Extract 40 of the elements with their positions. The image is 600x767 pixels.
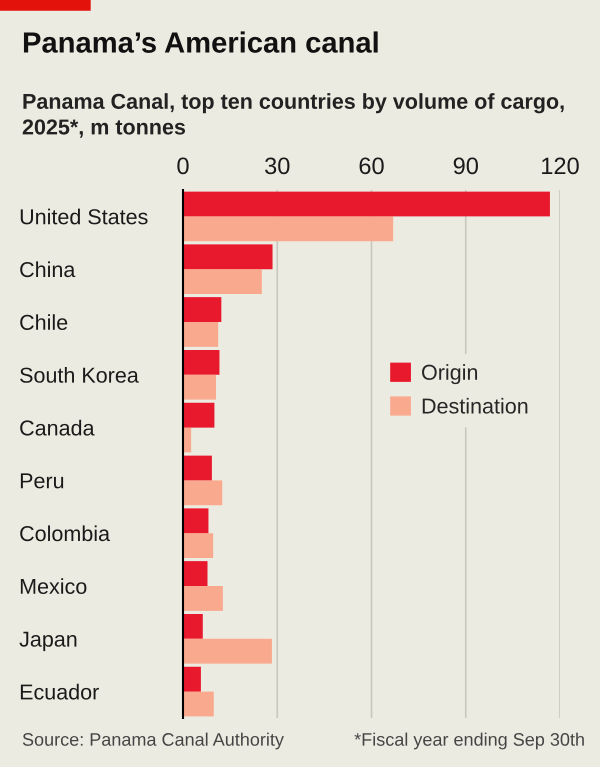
bar <box>183 533 214 558</box>
bar <box>183 561 208 586</box>
bar <box>183 614 203 639</box>
source-note: Source: Panama Canal Authority <box>22 732 284 750</box>
y-tick-label: Japan <box>19 632 76 652</box>
y-tick-label: Canada <box>20 420 95 436</box>
legend-label: Origin <box>422 364 478 384</box>
bar <box>183 297 222 322</box>
bar <box>183 692 214 716</box>
x-tick-label: 90 <box>454 158 478 174</box>
bar <box>183 374 216 400</box>
bar <box>183 638 272 664</box>
y-tick-label: Chile <box>20 314 68 330</box>
chart-subtitle: Panama Canal, top ten countries by volume of cargo, 2025*, m tonnes <box>22 93 564 138</box>
bar <box>183 586 223 611</box>
bar <box>183 402 214 428</box>
y-tick-label: Ecuador <box>20 684 99 700</box>
y-tick-label: United States <box>20 208 148 224</box>
legend-label: Destination <box>422 398 528 414</box>
y-tick-label: Mexico <box>20 578 86 594</box>
y-tick-label: Peru <box>20 473 64 488</box>
bar <box>183 456 212 480</box>
bar <box>183 216 394 242</box>
bar <box>183 480 222 506</box>
text: *Fiscal year ending Sep 30th <box>354 732 584 750</box>
chart-title: Panama’s American canal <box>24 31 378 53</box>
y-tick-label: Colombia <box>20 525 110 542</box>
x-tick-label: 120 <box>542 158 579 174</box>
x-tick-label: 30 <box>265 158 290 174</box>
bar <box>183 666 201 692</box>
bar <box>183 322 218 347</box>
x-tick-label: 0 <box>177 158 189 174</box>
y-tick-label: China <box>20 261 76 278</box>
bar <box>183 192 550 216</box>
y-tick-label: South Korea <box>20 367 139 383</box>
bar <box>183 350 220 375</box>
x-tick-label: 60 <box>360 158 384 174</box>
bar <box>183 244 273 270</box>
bar <box>183 508 208 534</box>
bar <box>183 269 262 294</box>
